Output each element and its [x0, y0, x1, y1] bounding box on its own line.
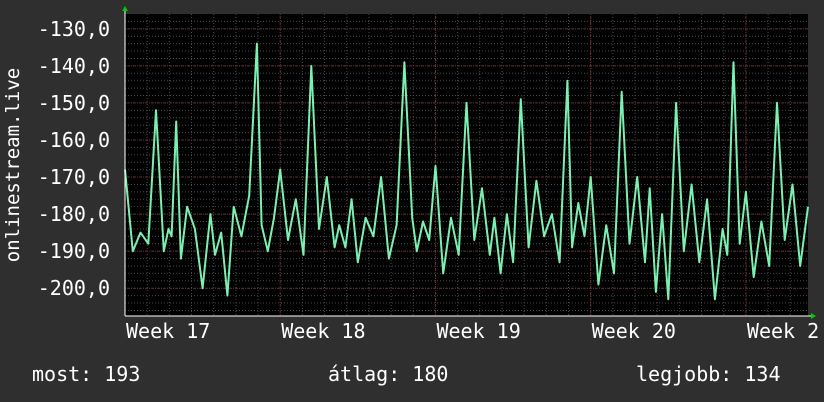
y-tick-label: -180,0	[38, 202, 110, 226]
y-axis-label-wrap: onlinestream.live	[0, 0, 26, 316]
y-tick-label: -190,0	[38, 239, 110, 263]
series-line	[124, 42, 809, 301]
y-tick-label: -140,0	[38, 54, 110, 78]
legend-best-label: legjobb:	[636, 362, 733, 386]
legend-now: most: 193	[32, 362, 140, 386]
grid	[124, 14, 808, 316]
legend-average: átlag: 180	[328, 362, 448, 386]
x-tick-label: Week 17	[126, 319, 210, 343]
x-tick-label: Week 19	[436, 319, 520, 343]
legend-best-value: 134	[744, 362, 781, 386]
legend-best: legjobb: 134	[636, 362, 781, 386]
legend-now-value: 193	[104, 362, 141, 386]
y-tick-label: -170,0	[38, 165, 110, 189]
series-group	[124, 42, 809, 301]
y-axis-label: onlinestream.live	[2, 67, 24, 263]
legend-now-label: most:	[32, 362, 93, 386]
x-axis: Week 17 Week 18 Week 19 Week 20 Week 2	[126, 319, 819, 343]
y-axis: -130,0 -140,0 -150,0 -160,0 -170,0 -180,0 -190…	[38, 17, 110, 300]
x-tick-label: Week 18	[281, 319, 365, 343]
y-axis-arrow-icon	[122, 6, 128, 11]
y-tick-label: -150,0	[38, 91, 110, 115]
x-axis-arrow-icon	[811, 313, 816, 319]
plot-area	[125, 14, 808, 316]
legend-average-value: 180	[412, 362, 449, 386]
legend-average-label: átlag:	[328, 362, 401, 386]
axis-arrows	[122, 6, 816, 319]
y-tick-label: -200,0	[38, 276, 110, 300]
y-tick-label: -160,0	[38, 128, 110, 152]
y-tick-label: -130,0	[38, 17, 110, 41]
x-tick-label: Week 20	[592, 319, 676, 343]
x-tick-label: Week 2	[747, 319, 819, 343]
